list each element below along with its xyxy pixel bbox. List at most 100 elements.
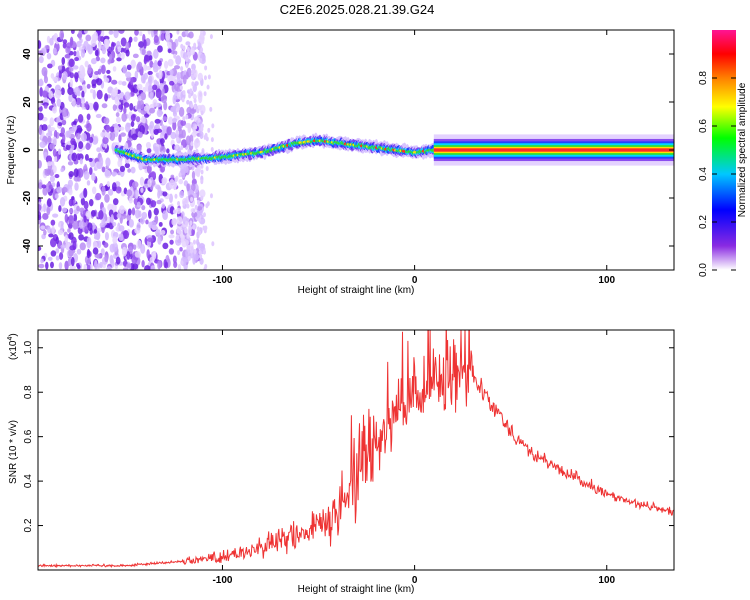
spectrogram-noise-blob	[156, 109, 163, 118]
spectrogram-noise-blob	[104, 193, 110, 203]
spectrogram-noise-blob	[196, 108, 200, 114]
spectrogram-noise-blob	[178, 134, 184, 139]
spectrogram-noise-blob	[107, 203, 114, 212]
snr-panel: -100 0 100 0.2 0.4 0.6 0.8 1.0 Height of strai…	[7, 329, 675, 595]
spectrogram-noise-blob	[141, 260, 145, 268]
spectrogram-noise-blob	[73, 213, 78, 222]
spectrogram-noise-blob	[168, 80, 175, 86]
spectrogram-noise-blob	[42, 90, 49, 98]
snr-y-multiplier-base: (x10	[8, 340, 19, 360]
spectrogram-noise-blob	[167, 48, 172, 54]
spectrogram-noise-blob	[110, 214, 114, 224]
spectrogram-noise-blob	[123, 102, 130, 108]
spectrogram-noise-blob	[43, 75, 49, 84]
spectrogram-noise-blob	[147, 84, 153, 93]
spectrogram-noise-blob	[191, 228, 195, 236]
spectrogram-noise-blob	[69, 72, 74, 79]
spectrogram-noise-blob	[194, 81, 199, 86]
spectrogram-noise-blob	[199, 130, 204, 140]
spectrogram-noise-blob	[118, 30, 125, 34]
spectrogram-noise-blob	[46, 206, 51, 216]
spectrogram-noise-blob	[58, 71, 62, 79]
spectrogram-noise-blob	[166, 148, 170, 154]
spectrogram-noise-blob	[175, 235, 179, 241]
spectrogram-noise-blob	[115, 256, 121, 265]
spectrogram-noise-blob	[112, 221, 117, 227]
spectrogram-noise-blob	[39, 87, 43, 97]
spectrogram-noise-blob	[89, 136, 94, 144]
spectrogram-noise-blob	[121, 246, 127, 257]
spectrogram-noise-blob	[136, 201, 141, 208]
spectrogram-noise-blob	[41, 66, 48, 77]
spectrogram-noise-blob	[143, 105, 150, 112]
spectrogram-noise-blob	[205, 166, 209, 172]
spectrogram-noise-blob	[38, 246, 42, 252]
spectrogram-noise-blob	[180, 168, 186, 179]
spectrogram-noise-blob	[88, 199, 94, 207]
spectrogram-noise-blob	[69, 245, 76, 251]
spectrogram-noise-blob	[50, 261, 54, 269]
spectrogram-noise-blob	[170, 229, 175, 235]
spectrogram-noise-blob	[56, 98, 62, 107]
spectrogram-noise-blob	[83, 187, 88, 198]
spectrogram-noise-blob	[91, 172, 96, 181]
spectrogram-noise-blob	[61, 207, 68, 213]
spectrogram-noise-blob	[192, 94, 197, 100]
spectrogram-noise-blob	[173, 261, 178, 268]
spectrogram-noise-blob	[49, 175, 55, 183]
spectrogram-noise-blob	[176, 30, 180, 35]
spectrogram-noise-blob	[149, 91, 154, 100]
spectrogram-noise-blob	[131, 207, 136, 216]
spectrogram-noise-blob	[180, 237, 185, 243]
spectrogram-noise-blob	[185, 240, 189, 246]
spectrogram-noise-blob	[141, 205, 146, 211]
spectrogram-noise-blob	[123, 106, 127, 114]
snr-y-multiplier-exp: 4	[7, 337, 14, 341]
spectrogram-noise-blob	[68, 249, 74, 257]
spectrogram-noise-blob	[128, 36, 133, 43]
spectrogram-noise-blob	[113, 211, 119, 220]
spectrogram-noise-blob	[77, 30, 83, 40]
spectrogram-noise-blob	[79, 158, 83, 165]
spectrogram-noise-blob	[79, 242, 86, 251]
spectrogram-noise-blob	[192, 208, 196, 214]
spectrogram-noise-blob	[50, 238, 57, 248]
spectrogram-noise-blob	[152, 84, 158, 91]
spectrogram-noise-blob	[160, 229, 166, 235]
spectrogram-noise-blob	[62, 39, 68, 44]
spectrogram-noise-blob	[87, 64, 92, 75]
spectrogram-noise-blob	[111, 202, 117, 212]
spectrogram-noise-blob	[58, 252, 64, 260]
spectrogram-noise-blob	[40, 258, 44, 264]
spectrogram-noise-blob	[90, 39, 97, 48]
spectrogram-noise-blob	[126, 214, 132, 221]
spectrogram-noise-blob	[174, 182, 178, 188]
spectrogram-noise-blob	[104, 38, 108, 49]
spectrogram-noise-blob	[96, 89, 103, 100]
spectrogram-noise-blob	[76, 153, 81, 161]
spectrogram-noise-blob	[107, 189, 114, 196]
spectrogram-noise-blob	[105, 157, 111, 167]
spectrogram-noise-blob	[107, 58, 111, 65]
spectrogram-x-label: Height of straight line (km)	[298, 285, 415, 296]
spectrogram-noise-blob	[115, 186, 122, 194]
spectrogram-noise-blob	[128, 218, 134, 228]
y-tick-label: 40	[22, 48, 33, 60]
spectrogram-noise-blob	[200, 195, 204, 201]
spectrogram-noise-blob	[191, 63, 196, 71]
y-tick-label: -20	[22, 190, 33, 205]
spectrogram-noise-blob	[147, 70, 153, 76]
spectrogram-noise-blob	[108, 54, 113, 61]
spectrogram-noise-blob	[200, 126, 204, 132]
spectrogram-noise-blob	[44, 85, 50, 93]
spectrogram-noise-blob	[143, 39, 147, 50]
spectrogram-noise-blob	[145, 219, 149, 225]
spectrogram-noise-blob	[138, 131, 143, 138]
spectrogram-noise-blob	[71, 124, 78, 132]
spectrogram-noise-blob	[146, 197, 151, 205]
spectrogram-noise-blob	[153, 35, 159, 44]
spectrogram-noise-blob	[46, 198, 52, 208]
spectrogram-noise-blob	[185, 220, 189, 226]
spectrogram-noise-blob	[124, 162, 130, 169]
spectrogram-noise-blob	[96, 240, 102, 249]
